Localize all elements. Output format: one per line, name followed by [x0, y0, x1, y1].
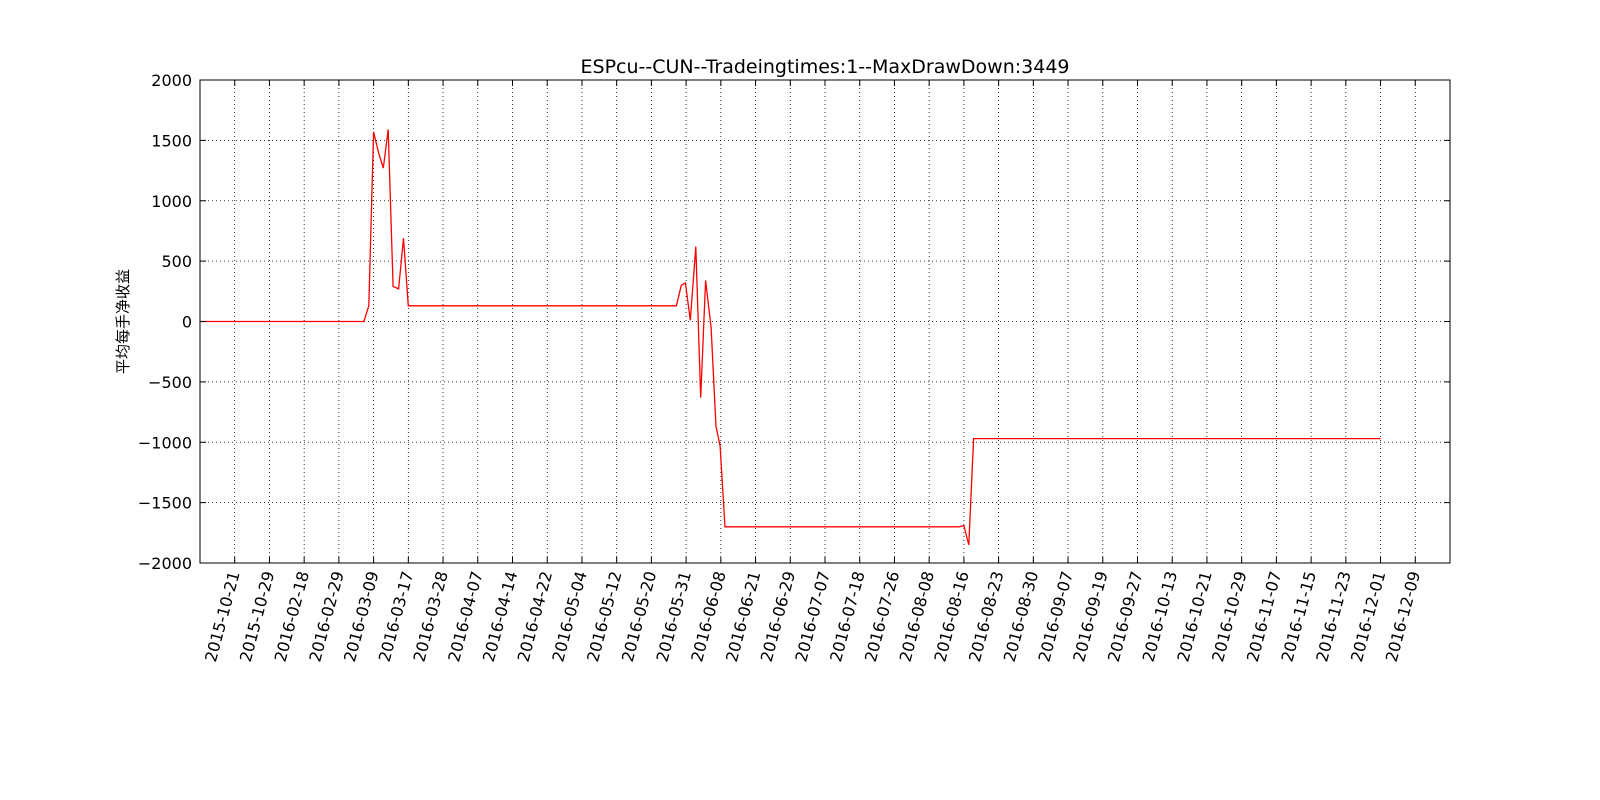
x-tick-label: 2016-11-23 — [1312, 569, 1354, 664]
y-tick-label: 1000 — [151, 192, 192, 211]
x-tick-label: 2016-08-30 — [1000, 569, 1042, 664]
x-tick-label: 2016-05-31 — [653, 569, 695, 664]
x-tick-label: 2016-10-29 — [1208, 569, 1250, 664]
series-line — [200, 129, 1381, 546]
y-axis-label: 平均每手净收益 — [114, 269, 132, 374]
x-tick-label: 2016-12-01 — [1347, 569, 1389, 664]
x-tick-label: 2016-12-09 — [1382, 569, 1424, 664]
x-tick-label: 2016-09-27 — [1104, 569, 1146, 664]
y-tick-labels: 2000 1500 1000 500 0 −500 −1000 −1500 −2000 — [138, 71, 192, 573]
x-tick-label: 2016-05-04 — [548, 569, 590, 664]
x-tick-label: 2016-08-23 — [965, 569, 1007, 664]
x-tick-label: 2016-03-17 — [375, 569, 417, 664]
x-tick-label: 2015-10-21 — [201, 569, 243, 664]
y-tick-label: −2000 — [138, 554, 192, 573]
x-tick-label: 2016-02-29 — [305, 569, 347, 664]
x-tick-label: 2016-08-08 — [896, 569, 938, 664]
x-tick-label: 2016-09-19 — [1069, 569, 1111, 664]
x-tick-label: 2016-10-21 — [1173, 569, 1215, 664]
y-tick-label: 2000 — [151, 71, 192, 90]
x-tick-label: 2016-03-28 — [410, 569, 452, 664]
y-tick-label: 500 — [161, 252, 192, 271]
x-tick-label: 2016-06-21 — [722, 569, 764, 664]
axis-ticks — [200, 79, 1450, 564]
x-tick-labels: 2015-10-212015-10-292016-02-182016-02-29… — [201, 569, 1424, 664]
x-tick-label: 2016-10-13 — [1139, 569, 1181, 664]
x-tick-label: 2016-04-14 — [479, 569, 521, 664]
y-tick-label: −1500 — [138, 494, 192, 513]
x-tick-label: 2016-11-07 — [1243, 569, 1285, 664]
y-tick-label: −500 — [148, 373, 192, 392]
y-tick-label: 1500 — [151, 131, 192, 150]
x-tick-label: 2016-05-20 — [618, 569, 660, 664]
x-tick-label: 2016-07-26 — [861, 569, 903, 664]
x-tick-label: 2016-07-18 — [826, 569, 868, 664]
x-tick-label: 2016-06-08 — [687, 569, 729, 664]
grid-lines — [200, 80, 1450, 563]
x-tick-label: 2016-06-29 — [757, 569, 799, 664]
x-tick-label: 2016-03-09 — [340, 569, 382, 664]
y-tick-label: 0 — [182, 313, 192, 332]
x-tick-label: 2016-07-07 — [791, 569, 833, 664]
x-tick-label: 2015-10-29 — [236, 569, 278, 664]
x-tick-label: 2016-08-16 — [930, 569, 972, 664]
x-tick-label: 2016-05-12 — [583, 569, 625, 664]
x-tick-label: 2016-02-18 — [271, 569, 313, 664]
x-tick-label: 2016-11-15 — [1278, 569, 1320, 664]
x-tick-label: 2016-04-07 — [444, 569, 486, 664]
x-tick-label: 2016-04-22 — [514, 569, 556, 664]
x-tick-label: 2016-09-07 — [1035, 569, 1077, 664]
chart-title: ESPcu--CUN--Tradeingtimes:1--MaxDrawDown… — [581, 56, 1070, 78]
y-tick-label: −1000 — [138, 433, 192, 452]
